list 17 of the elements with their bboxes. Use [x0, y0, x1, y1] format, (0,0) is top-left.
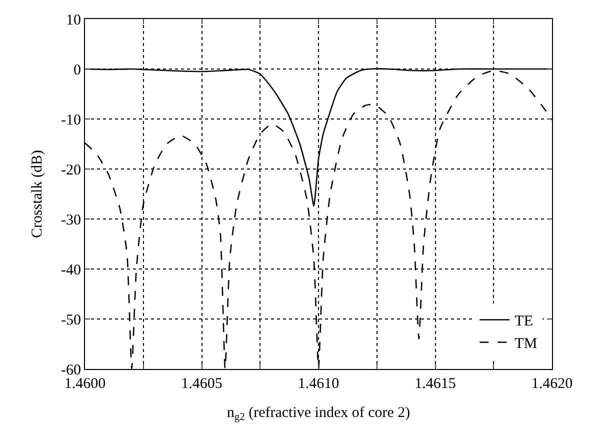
x-axis-title: n$_{g2}$ (refractive index of core 2): [226, 405, 410, 424]
legend-label: TM: [514, 336, 538, 352]
x-tick-label: 1.4620: [531, 376, 573, 392]
y-tick-label: -50: [61, 312, 81, 328]
y-tick-label: -40: [61, 262, 81, 278]
y-axis-title: Crosstalk (dB): [29, 150, 46, 238]
x-tick-label: 1.4600: [64, 376, 106, 392]
x-tick-label: 1.4610: [298, 376, 340, 392]
y-tick-label: -10: [61, 112, 81, 128]
y-tick-label: -30: [61, 212, 81, 228]
y-tick-label: 0: [74, 62, 81, 78]
legend-label: TE: [514, 314, 533, 330]
x-tick-label: 1.4605: [181, 376, 222, 392]
y-tick-label: 10: [66, 12, 81, 28]
x-tick-label: 1.4615: [414, 376, 456, 392]
y-tick-label: -20: [61, 162, 81, 178]
y-tick-label: -60: [61, 362, 81, 378]
